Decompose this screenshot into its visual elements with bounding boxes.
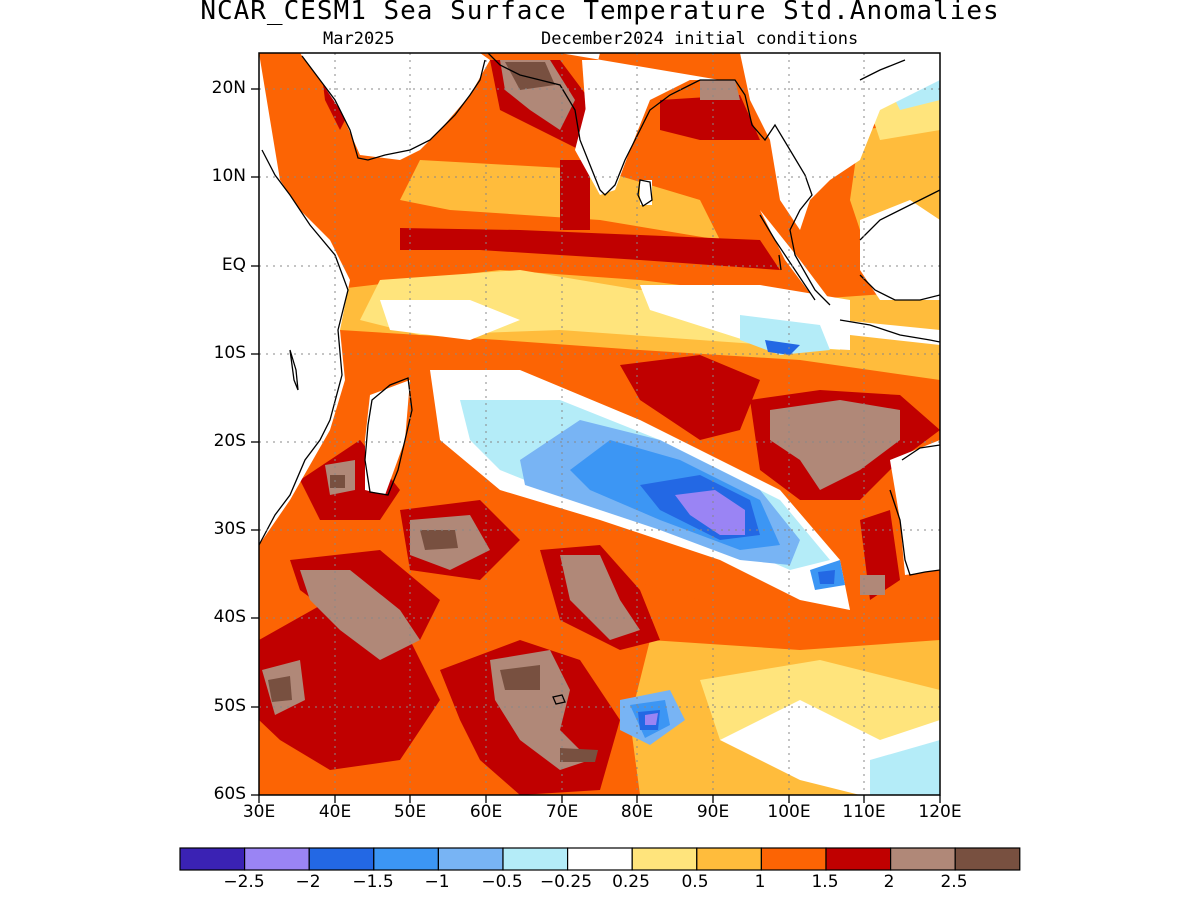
colorbar-swatch bbox=[179, 847, 246, 871]
colorbar bbox=[179, 847, 1021, 871]
colorbar-label: −2.5 bbox=[223, 872, 265, 892]
initial-conditions-label: December2024 initial conditions bbox=[541, 29, 859, 49]
colorbar-swatch bbox=[373, 847, 439, 871]
colorbar-swatch bbox=[566, 847, 633, 871]
colorbar-label: −0.5 bbox=[481, 872, 523, 892]
lon-label-70e: 70E bbox=[545, 802, 579, 822]
colorbar-swatch bbox=[760, 847, 827, 871]
colorbar-label: 0.5 bbox=[681, 872, 709, 892]
colorbar-label: −0.25 bbox=[539, 872, 593, 892]
lat-label-20s: 20S bbox=[213, 431, 246, 451]
lon-label-80e: 80E bbox=[620, 802, 654, 822]
lat-label-60s: 60S bbox=[213, 784, 246, 804]
colorbar-label: 2.5 bbox=[940, 872, 968, 892]
lon-label-40e: 40E bbox=[318, 802, 352, 822]
grid-lines bbox=[259, 53, 940, 795]
lon-label-50e: 50E bbox=[393, 802, 427, 822]
colorbar-swatch bbox=[437, 847, 504, 871]
map-frame bbox=[258, 52, 941, 796]
lon-label-60e: 60E bbox=[469, 802, 503, 822]
colorbar-swatch bbox=[825, 847, 892, 871]
colorbar-swatch bbox=[889, 847, 956, 871]
lat-label-eq: EQ bbox=[221, 255, 246, 275]
map-title: NCAR_CESM1 Sea Surface Temperature Std.A… bbox=[200, 0, 1000, 26]
lat-label-50s: 50S bbox=[213, 696, 246, 716]
lat-label-20n: 20N bbox=[211, 78, 246, 98]
colorbar-label: −1.5 bbox=[352, 872, 394, 892]
lon-label-100e: 100E bbox=[767, 802, 811, 822]
colorbar-swatch bbox=[244, 847, 310, 871]
anomaly-field bbox=[259, 53, 940, 795]
colorbar-swatch bbox=[696, 847, 762, 871]
lon-label-30e: 30E bbox=[242, 802, 276, 822]
forecast-month: Mar2025 bbox=[323, 29, 395, 49]
colorbar-label: −1 bbox=[424, 872, 450, 892]
lat-label-30s: 30S bbox=[213, 519, 246, 539]
colorbar-swatch bbox=[954, 847, 1021, 871]
lon-label-110e: 110E bbox=[842, 802, 886, 822]
lat-label-40s: 40S bbox=[213, 607, 246, 627]
colorbar-swatch bbox=[308, 847, 375, 871]
coastlines bbox=[259, 53, 940, 705]
lon-label-120e: 120E bbox=[918, 802, 962, 822]
colorbar-label: 2 bbox=[883, 872, 895, 892]
lat-label-10s: 10S bbox=[213, 343, 246, 363]
colorbar-label: 1 bbox=[754, 872, 766, 892]
colorbar-label: 1.5 bbox=[811, 872, 839, 892]
lon-label-90e: 90E bbox=[696, 802, 730, 822]
colorbar-label: −2 bbox=[295, 872, 321, 892]
colorbar-label: 0.25 bbox=[612, 872, 650, 892]
lat-label-10n: 10N bbox=[211, 166, 246, 186]
colorbar-swatch bbox=[631, 847, 698, 871]
colorbar-swatch bbox=[502, 847, 569, 871]
axis-ticks bbox=[251, 88, 941, 803]
